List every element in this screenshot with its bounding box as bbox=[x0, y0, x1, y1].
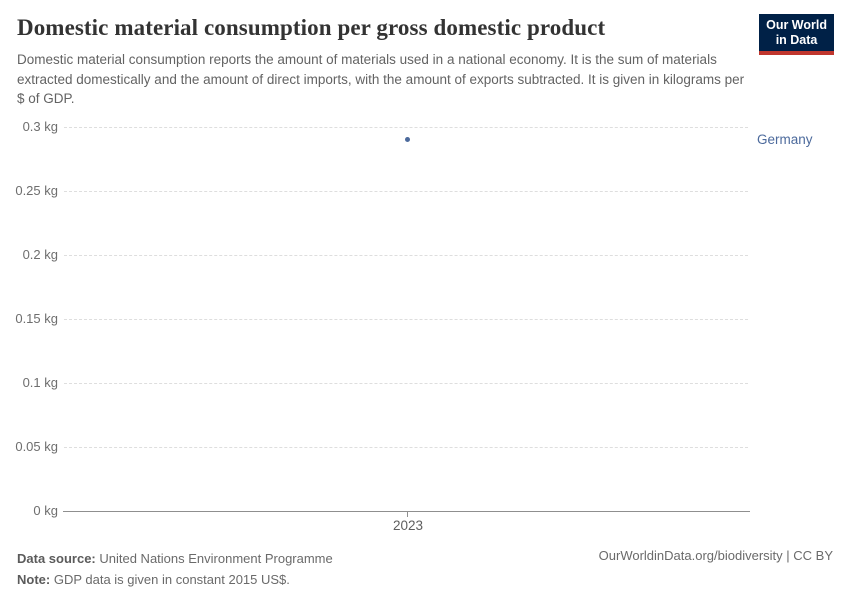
y-axis-tick-label: 0 kg bbox=[33, 503, 58, 518]
gridline bbox=[64, 383, 748, 384]
note-value: GDP data is given in constant 2015 US$. bbox=[50, 572, 290, 587]
owid-logo-line1: Our World bbox=[766, 18, 827, 32]
data-source-value: United Nations Environment Programme bbox=[95, 551, 333, 566]
data-source-line: Data source: United Nations Environment … bbox=[17, 548, 333, 569]
page-title: Domestic material consumption per gross … bbox=[17, 15, 606, 40]
chart-footer: Data source: United Nations Environment … bbox=[17, 548, 333, 590]
gridline bbox=[64, 127, 748, 128]
x-axis-line bbox=[63, 511, 750, 512]
gridline bbox=[64, 191, 748, 192]
note-label: Note: bbox=[17, 572, 51, 587]
chart-subtitle: Domestic material consumption reports th… bbox=[17, 52, 745, 106]
data-source-label: Data source: bbox=[17, 551, 96, 566]
gridline bbox=[64, 319, 748, 320]
legend-label-germany[interactable]: Germany bbox=[757, 131, 813, 147]
y-axis-tick-label: 0.15 kg bbox=[15, 311, 58, 326]
note-line: Note: GDP data is given in constant 2015… bbox=[17, 569, 333, 590]
owid-logo-line2: in Data bbox=[775, 33, 818, 47]
chart-header: Domestic material consumption per gross … bbox=[17, 15, 762, 109]
x-axis-tick-mark bbox=[407, 511, 408, 517]
y-axis-tick-label: 0.3 kg bbox=[22, 119, 58, 134]
y-axis-tick-label: 0.1 kg bbox=[22, 375, 58, 390]
y-axis-tick-label: 0.05 kg bbox=[15, 439, 58, 454]
data-point-germany[interactable] bbox=[405, 137, 410, 143]
gridline bbox=[64, 255, 748, 256]
x-axis-tick-label: 2023 bbox=[392, 518, 424, 533]
attribution-link[interactable]: OurWorldinData.org/biodiversity | CC BY bbox=[598, 548, 833, 563]
gridline bbox=[64, 447, 748, 448]
owid-logo[interactable]: Our World in Data bbox=[759, 14, 834, 55]
y-axis-tick-label: 0.2 kg bbox=[22, 247, 58, 262]
y-axis-tick-label: 0.25 kg bbox=[15, 183, 58, 198]
